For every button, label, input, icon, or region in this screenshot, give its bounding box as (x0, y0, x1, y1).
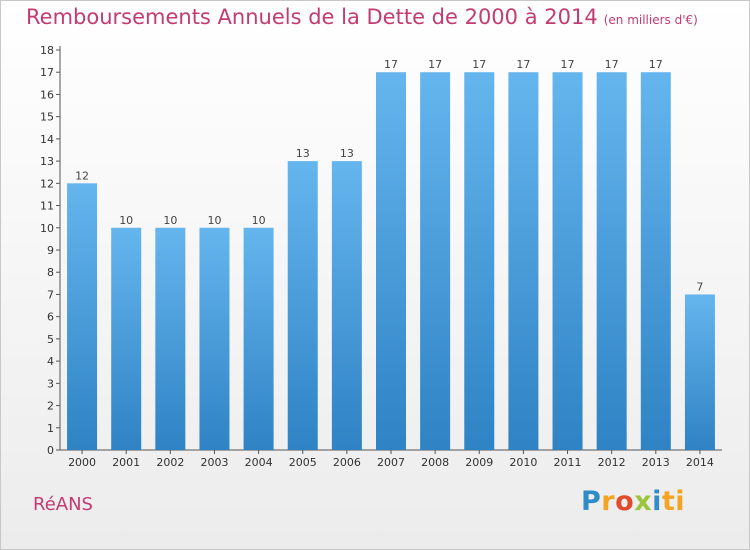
y-tick-label: 16 (40, 88, 54, 101)
x-tick-label-2010: 2010 (509, 456, 537, 469)
bar-2006 (331, 161, 362, 450)
bar-2002 (155, 227, 186, 450)
bar-2013 (640, 72, 671, 450)
y-tick-label: 0 (47, 444, 54, 457)
value-label-2000: 12 (75, 169, 89, 182)
bar-2000 (67, 183, 98, 451)
bar-2010 (508, 72, 539, 450)
value-label-2001: 10 (119, 214, 133, 227)
y-tick-label: 5 (47, 333, 54, 346)
value-label-2009: 17 (472, 58, 486, 71)
x-tick-label-2003: 2003 (200, 456, 228, 469)
x-tick-label-2012: 2012 (598, 456, 626, 469)
x-tick-label-2006: 2006 (333, 456, 361, 469)
bar-2005 (287, 161, 318, 450)
value-label-2010: 17 (516, 58, 530, 71)
y-tick-label: 13 (40, 155, 54, 168)
y-tick-label: 2 (47, 400, 54, 413)
bar-2001 (111, 227, 142, 450)
y-tick-label: 9 (47, 244, 54, 257)
value-label-2007: 17 (384, 58, 398, 71)
chart-title-text: Remboursements Annuels de la Dette de 20… (26, 5, 598, 29)
value-label-2011: 17 (561, 58, 575, 71)
bar-2012 (596, 72, 627, 450)
value-label-2005: 13 (296, 147, 310, 160)
x-tick-label-2011: 2011 (554, 456, 582, 469)
value-label-2008: 17 (428, 58, 442, 71)
y-tick-label: 1 (47, 422, 54, 435)
chart-unit: (en milliers d'€) (603, 13, 698, 27)
chart-title: Remboursements Annuels de la Dette de 20… (26, 5, 698, 29)
x-tick-label-2009: 2009 (465, 456, 493, 469)
y-tick-label: 17 (40, 66, 54, 79)
proxiti-logo: Proxiti (581, 486, 686, 517)
y-tick-label: 7 (47, 288, 54, 301)
bar-2007 (376, 72, 406, 450)
x-tick-label-2004: 2004 (245, 456, 273, 469)
bar-2008 (420, 72, 451, 450)
x-tick-label-2000: 2000 (68, 456, 96, 469)
bar-2004 (243, 227, 274, 450)
bar-2011 (552, 72, 583, 450)
x-tick-label-2002: 2002 (156, 456, 184, 469)
value-label-2002: 10 (163, 214, 177, 227)
value-label-2006: 13 (340, 147, 354, 160)
x-tick-label-2013: 2013 (642, 456, 670, 469)
value-label-2012: 17 (605, 58, 619, 71)
value-label-2004: 10 (252, 214, 266, 227)
value-label-2014: 7 (696, 280, 703, 293)
x-tick-label-2014: 2014 (686, 456, 714, 469)
value-label-2013: 17 (649, 58, 663, 71)
y-tick-label: 3 (47, 377, 54, 390)
y-tick-label: 11 (40, 200, 54, 213)
x-tick-label-2007: 2007 (377, 456, 405, 469)
y-tick-label: 10 (40, 222, 54, 235)
bar-2009 (464, 72, 495, 450)
y-tick-label: 15 (40, 111, 54, 124)
y-tick-label: 8 (47, 266, 54, 279)
y-tick-label: 14 (40, 133, 54, 146)
y-tick-label: 6 (47, 311, 54, 324)
bar-2014 (684, 294, 715, 450)
y-tick-label: 4 (47, 355, 54, 368)
x-tick-label-2005: 2005 (289, 456, 317, 469)
city-name: RéANS (33, 494, 93, 515)
value-label-2003: 10 (207, 214, 221, 227)
x-tick-label-2008: 2008 (421, 456, 449, 469)
bar-2003 (199, 227, 230, 450)
y-tick-label: 18 (40, 44, 54, 57)
x-tick-label-2001: 2001 (112, 456, 140, 469)
y-tick-label: 12 (40, 177, 54, 190)
